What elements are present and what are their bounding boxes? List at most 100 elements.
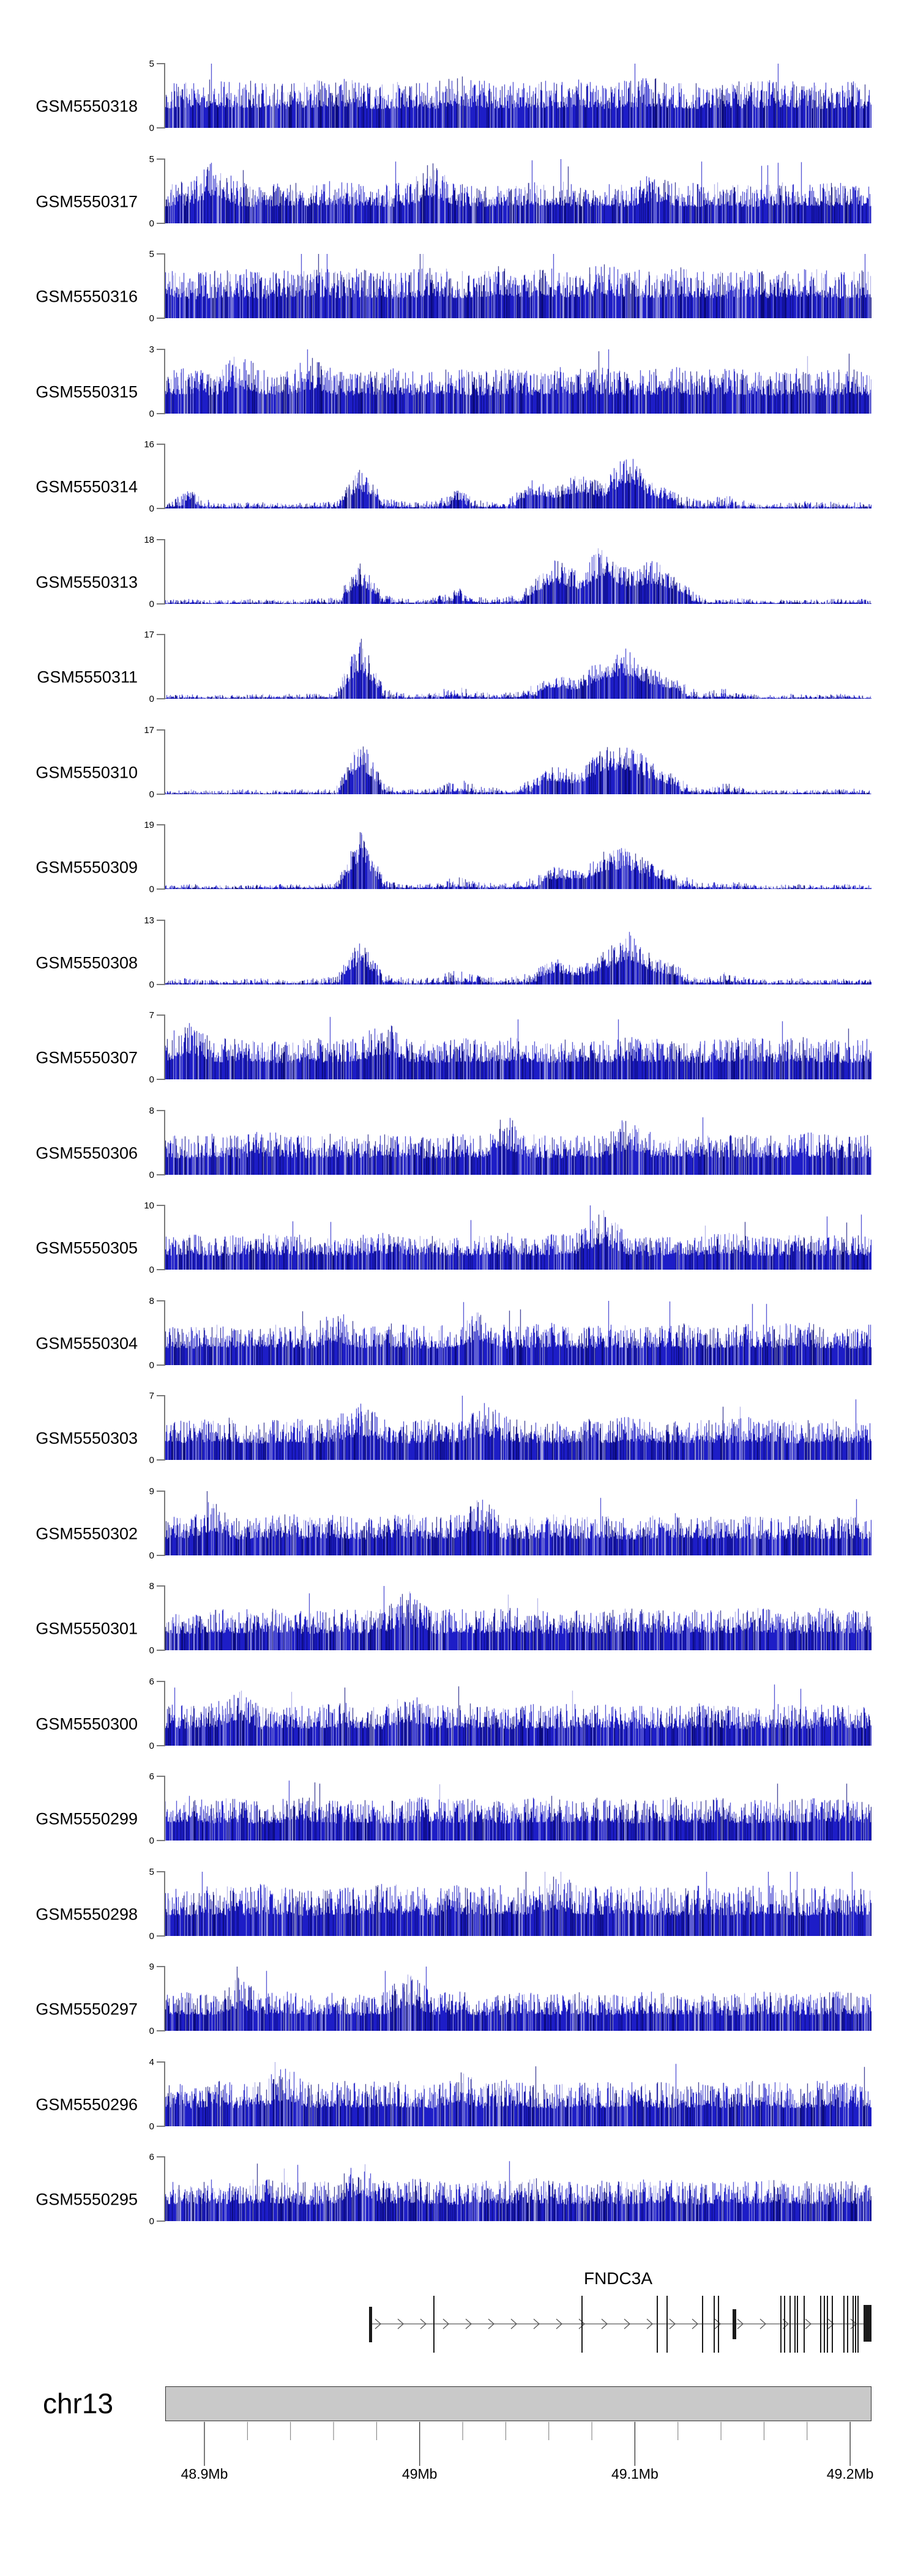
y-axis-max-label: 5 (149, 154, 154, 165)
signal-plot-area (164, 1967, 871, 2031)
chromosome-ideogram-bar (165, 2386, 871, 2421)
y-axis-zero-label: 0 (149, 2121, 154, 2132)
y-axis-top-tick (157, 63, 165, 64)
y-axis-bottom-tick (157, 1555, 165, 1556)
y-axis-max-label: 9 (149, 1486, 154, 1497)
signal-track: GSM5550316 5 0 (0, 250, 918, 323)
y-axis-max-label: 7 (149, 1010, 154, 1021)
y-axis-zero-label: 0 (149, 409, 154, 419)
signal-track: GSM5550295 6 0 (0, 2153, 918, 2226)
signal-plot-area (164, 920, 871, 985)
axis-tick-label: 48.9Mb (181, 2466, 228, 2482)
y-axis-top-tick (157, 539, 165, 540)
y-axis-max-label: 3 (149, 344, 154, 355)
y-axis-top-tick (157, 253, 165, 255)
strand-direction-arrow-icon (646, 2318, 653, 2329)
y-axis-max-label: 13 (144, 915, 154, 926)
sample-label: GSM5550318 (35, 97, 138, 116)
exon-tick (820, 2296, 821, 2353)
y-axis-top-tick (157, 920, 165, 921)
y-axis-zero-label: 0 (149, 1265, 154, 1275)
signal-plot-area (164, 1015, 871, 1079)
sample-label: GSM5550307 (35, 1048, 138, 1067)
y-axis-max-label: 6 (149, 2152, 154, 2162)
exon-box (733, 2309, 736, 2339)
y-axis-max-label: 17 (144, 630, 154, 640)
exon-tick (794, 2296, 796, 2353)
y-axis-top-tick (157, 729, 165, 731)
y-axis-bottom-tick (157, 1079, 165, 1080)
signal-plot-area (164, 540, 871, 604)
signal-plot-area (164, 2062, 871, 2126)
signal-plot-area (164, 159, 871, 223)
signal-plot-area (164, 1872, 871, 1936)
signal-track: GSM5550300 6 0 (0, 1677, 918, 1751)
exon-tick (718, 2296, 719, 2353)
y-axis-bottom-tick (157, 2126, 165, 2127)
signal-plot-area (164, 1396, 871, 1460)
sample-label: GSM5550305 (35, 1238, 138, 1257)
axis-tick-label: 49.2Mb (826, 2466, 874, 2482)
y-axis-max-label: 8 (149, 1581, 154, 1591)
y-axis-zero-label: 0 (149, 504, 154, 514)
signal-plot-area (164, 1681, 871, 1746)
y-axis-bottom-tick (157, 318, 165, 319)
signal-plot-area (164, 349, 871, 414)
signal-canvas (165, 1111, 871, 1175)
sample-label: GSM5550299 (35, 1809, 138, 1828)
y-axis-top-tick (157, 634, 165, 635)
strand-direction-arrow-icon (397, 2318, 404, 2329)
y-axis-zero-label: 0 (149, 789, 154, 800)
y-axis-max-label: 9 (149, 1962, 154, 1972)
signal-track: GSM5550315 3 0 (0, 345, 918, 419)
y-axis-top-tick (157, 1205, 165, 1206)
sample-label: GSM5550313 (35, 573, 138, 592)
signal-track: GSM5550310 17 0 (0, 726, 918, 799)
signal-plot-area (164, 825, 871, 889)
strand-direction-arrow-icon (488, 2318, 494, 2329)
signal-plot-area (164, 64, 871, 128)
strand-direction-arrow-icon (827, 2318, 834, 2329)
y-axis-top-tick (157, 1110, 165, 1111)
signal-canvas (165, 1205, 871, 1270)
signal-canvas (165, 349, 871, 414)
signal-canvas (165, 1301, 871, 1365)
signal-track: GSM5550306 8 0 (0, 1106, 918, 1180)
signal-canvas (165, 159, 871, 223)
sample-label: GSM5550301 (35, 1619, 138, 1638)
y-axis-bottom-tick (157, 603, 165, 605)
sample-label: GSM5550296 (35, 2095, 138, 2114)
exon-tick (832, 2296, 833, 2353)
signal-canvas (165, 1396, 871, 1460)
y-axis-zero-label: 0 (149, 1645, 154, 1656)
sample-label: GSM5550309 (35, 858, 138, 877)
signal-canvas (165, 2157, 871, 2221)
strand-direction-arrow-icon (465, 2318, 472, 2329)
y-axis-max-label: 5 (149, 249, 154, 259)
sample-label: GSM5550306 (35, 1144, 138, 1163)
signal-track: GSM5550318 5 0 (0, 59, 918, 133)
y-axis-max-label: 10 (144, 1201, 154, 1211)
strand-direction-arrow-icon (578, 2318, 585, 2329)
signal-plot-area (164, 2157, 871, 2221)
strand-direction-arrow-icon (420, 2318, 427, 2329)
y-axis-zero-label: 0 (149, 1836, 154, 1846)
sample-label: GSM5550297 (35, 2000, 138, 2019)
signal-track: GSM5550311 17 0 (0, 630, 918, 704)
y-axis-max-label: 8 (149, 1106, 154, 1116)
y-axis-zero-label: 0 (149, 980, 154, 990)
chromosome-label: chr13 (43, 2388, 114, 2419)
y-axis-zero-label: 0 (149, 218, 154, 229)
y-axis-bottom-tick (157, 127, 165, 128)
y-axis-zero-label: 0 (149, 694, 154, 704)
y-axis-bottom-tick (157, 1935, 165, 1937)
exon-tick (855, 2296, 856, 2353)
y-axis-zero-label: 0 (149, 1550, 154, 1561)
signal-canvas (165, 540, 871, 604)
y-axis-zero-label: 0 (149, 123, 154, 133)
exon-tick (702, 2296, 703, 2353)
gene-model-track (369, 2296, 871, 2353)
signal-plot-area (164, 1491, 871, 1555)
exon-tick (433, 2296, 435, 2353)
y-axis-zero-label: 0 (149, 1360, 154, 1371)
